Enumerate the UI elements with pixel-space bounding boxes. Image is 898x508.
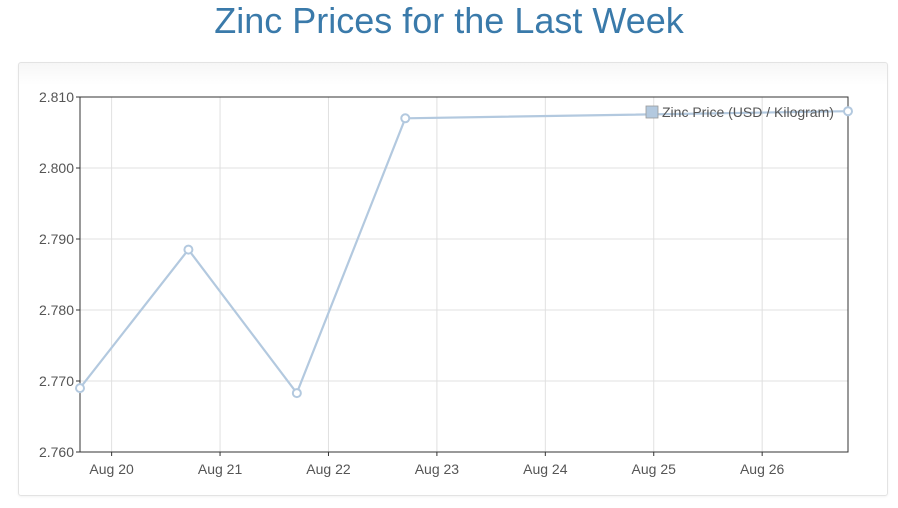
- x-tick-label: Aug 21: [198, 461, 243, 477]
- plot-frame: [79, 96, 849, 453]
- legend-label: Zinc Price (USD / Kilogram): [662, 104, 834, 120]
- page-title: Zinc Prices for the Last Week: [214, 0, 684, 41]
- chart-panel: [18, 62, 888, 496]
- x-tick-label: Aug 26: [740, 461, 785, 477]
- y-tick-label: 2.790: [39, 231, 74, 247]
- x-tick-label: Aug 22: [306, 461, 351, 477]
- data-point: [183, 244, 194, 255]
- y-tick-label: 2.800: [39, 160, 74, 176]
- x-tick-label: Aug 20: [89, 461, 134, 477]
- data-point: [291, 388, 302, 399]
- x-tick-label: Aug 25: [632, 461, 677, 477]
- y-tick-label: 2.770: [39, 373, 74, 389]
- x-tick-label: Aug 23: [415, 461, 460, 477]
- y-tick-label: 2.760: [39, 444, 74, 460]
- y-tick-label: 2.780: [39, 302, 74, 318]
- y-tick-label: 2.810: [39, 89, 74, 105]
- data-point: [75, 383, 85, 394]
- legend-swatch: [645, 105, 659, 119]
- legend: Zinc Price (USD / Kilogram): [645, 104, 834, 120]
- series-line: [79, 110, 849, 395]
- data-point: [843, 106, 853, 117]
- grid-layer: [80, 96, 848, 453]
- data-point: [400, 113, 411, 124]
- x-tick-label: Aug 24: [523, 461, 568, 477]
- y-axis: 2.760 2.770 2.780 2.790 2.800 2.810: [39, 89, 80, 460]
- series-layer: [75, 106, 853, 399]
- x-axis: Aug 20 Aug 21 Aug 22 Aug 23 Aug 24 Aug 25 Aug …: [89, 452, 785, 477]
